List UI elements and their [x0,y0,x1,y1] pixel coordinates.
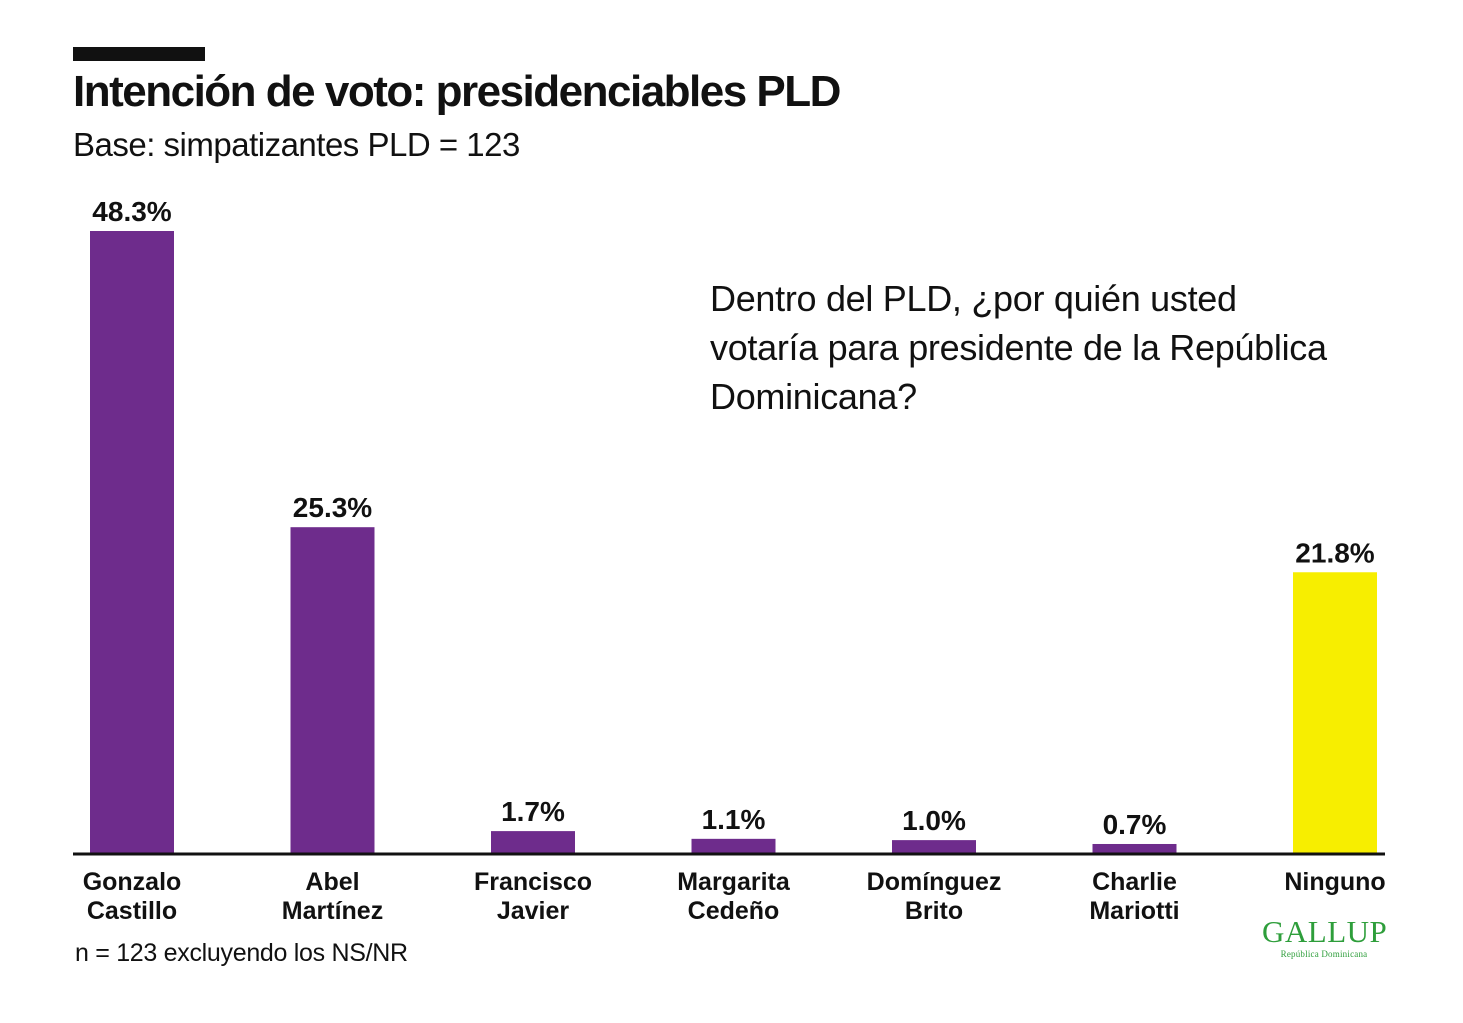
bar-1 [90,231,174,853]
survey-question: Dentro del PLD, ¿por quién usted votaría… [710,278,1327,417]
category-label-4-line-2: Cedeño [688,897,780,925]
category-label-4-line-1: Margarita [677,868,791,896]
footnote: n = 123 excluyendo los NS/NR [75,939,408,967]
logo-subtitle: República Dominicana [1280,949,1368,959]
category-label-3-line-1: Francisco [474,868,592,896]
category-label-3-line-2: Javier [497,897,570,925]
logo-wordmark: GALLUP [1262,914,1388,949]
bar-2 [290,527,375,853]
data-label-6: 0.7% [1103,809,1167,840]
category-label-6-line-1: Charlie [1092,868,1177,896]
bar-5 [892,840,976,853]
title-accent-bar [73,47,205,61]
data-label-1: 48.3% [92,196,171,227]
chart-title: Intención de voto: presidenciables PLD [73,67,841,116]
category-label-2-line-2: Martínez [282,897,383,925]
category-label-2-line-1: Abel [305,868,359,896]
chart-subtitle: Base: simpatizantes PLD = 123 [73,126,520,163]
category-label-6-line-2: Mariotti [1089,897,1179,925]
data-label-4: 1.1% [702,804,766,835]
category-label-5-line-2: Brito [905,897,963,925]
data-label-3: 1.7% [501,796,565,827]
bar-4 [691,838,776,853]
bar-3 [491,831,575,853]
data-label-2: 25.3% [293,492,372,523]
data-label-5: 1.0% [902,805,966,836]
category-label-5-line-1: Domínguez [867,868,1002,896]
category-label-1-line-1: Gonzalo [83,868,182,896]
bar-6 [1092,843,1177,853]
category-label-1-line-2: Castillo [87,897,177,925]
data-label-7: 21.8% [1295,537,1374,568]
gallup-logo: GALLUP República Dominicana [1262,914,1388,960]
bar-7 [1293,572,1377,853]
category-label-7-line-1: Ninguno [1284,868,1385,896]
